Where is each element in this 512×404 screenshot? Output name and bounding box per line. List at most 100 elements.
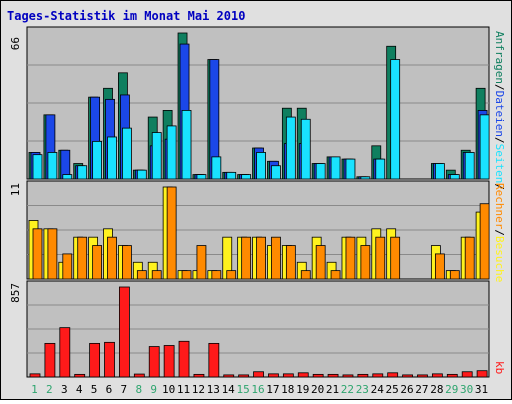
x-tick-label: 28 (430, 383, 443, 396)
x-tick-label: 12 (192, 383, 205, 396)
x-tick-label: 17 (266, 383, 279, 396)
bar-kb (74, 373, 86, 378)
bar-rechner (62, 253, 73, 280)
x-tick-label: 10 (162, 383, 175, 396)
bar-kb (104, 341, 115, 378)
panel-visits (26, 180, 490, 280)
y-max-label-top: 66 (9, 37, 22, 50)
x-tick-label: 24 (371, 383, 385, 396)
bar-rechner (181, 270, 192, 280)
legend-entry: Dateien (493, 91, 506, 137)
x-tick-label: 16 (251, 383, 264, 396)
bar-kb (387, 372, 399, 378)
bar-kb (297, 372, 309, 378)
bar-seiten (226, 171, 237, 180)
x-axis-labels: 1 2 3 4 5 6 7 8 9 10 11 12 13 14 15 16 17 18 19 20 21 22 23 24 2… (31, 383, 488, 396)
bar-kb (178, 340, 190, 378)
bar-kb (133, 373, 145, 378)
x-tick-label: 31 (475, 383, 488, 396)
x-tick-label: 29 (445, 383, 458, 396)
bar-seiten (196, 174, 207, 180)
x-tick-label: 27 (415, 383, 428, 396)
bar-rechner (375, 236, 386, 280)
bar-seiten (449, 174, 460, 180)
x-tick-label: 30 (460, 383, 473, 396)
x-tick-label: 26 (400, 383, 413, 396)
bar-rechner (479, 203, 490, 280)
bar-seiten (47, 152, 58, 180)
legend-kb: kb (493, 361, 506, 374)
bar-rechner (315, 245, 326, 280)
legend-entry: Seiten (493, 144, 506, 184)
bar-seiten (360, 176, 371, 180)
legend-entry: Besuche (493, 236, 506, 282)
x-tick-label: 25 (386, 383, 399, 396)
bar-kb (223, 374, 235, 378)
bar-seiten (32, 154, 43, 180)
bar-seiten (285, 116, 296, 180)
bar-seiten (181, 110, 192, 180)
legend-visits: Rechner/Besuche (493, 183, 506, 282)
x-tick-label: 18 (281, 383, 294, 396)
bar-rechner (226, 270, 237, 280)
x-tick-label: 23 (356, 383, 369, 396)
bar-seiten (390, 59, 401, 180)
bar-seiten (315, 163, 326, 180)
bar-kb (431, 373, 443, 378)
x-tick-label: 5 (91, 383, 98, 396)
legend-entry: / (493, 84, 506, 91)
bar-seiten (77, 165, 88, 180)
bar-rechner (32, 228, 43, 280)
bar-kb (163, 345, 175, 378)
bar-rechner (107, 236, 117, 280)
legend-text: Anfragen/Dateien/Seiten/ (493, 31, 506, 190)
x-tick-label: 6 (106, 383, 113, 396)
bar-rechner (211, 270, 222, 280)
bar-seiten (434, 163, 445, 180)
legend-entry: kb (493, 361, 506, 374)
bar-seiten (62, 174, 73, 180)
bar-kb (193, 373, 205, 378)
panel-requests (26, 26, 490, 180)
x-tick-label: 22 (341, 383, 354, 396)
x-tick-label: 9 (150, 383, 157, 396)
bar-rechner (464, 236, 475, 280)
chart-title: Tages-Statistik im Monat Mai 2010 (7, 9, 245, 23)
x-tick-label: 1 (31, 383, 38, 396)
bar-kb (44, 342, 56, 378)
bar-seiten (256, 152, 266, 180)
bar-rechner (330, 270, 341, 280)
bar-kb (119, 286, 130, 378)
bar-rechner (166, 186, 177, 280)
legend-text: Rechner/Besuche (493, 183, 506, 282)
bar-kb (312, 373, 324, 378)
bar-rechner (271, 236, 281, 280)
x-tick-label: 3 (61, 383, 68, 396)
bar-kb (59, 327, 71, 378)
bar-kb (461, 371, 473, 378)
bar-kb (148, 346, 160, 378)
bar-seiten (464, 152, 475, 180)
bar-rechner (434, 253, 445, 280)
bar-kb (268, 373, 279, 378)
bar-seiten (136, 169, 147, 180)
legend-entry: / (493, 137, 506, 144)
x-tick-label: 14 (222, 383, 236, 396)
x-tick-label: 2 (46, 383, 53, 396)
bar-rechner (47, 228, 58, 280)
bar-rechner (77, 236, 88, 280)
bar-seiten (330, 156, 341, 180)
bar-kb (357, 373, 369, 378)
bar-kb (29, 373, 41, 378)
bar-rechner (241, 236, 252, 280)
bar-kb (238, 374, 250, 378)
bar-seiten (122, 127, 132, 180)
bar-rechner (256, 236, 266, 280)
bar-seiten (92, 140, 103, 180)
x-tick-label: 20 (311, 383, 324, 396)
bar-rechner (345, 236, 356, 280)
bar-rechner (449, 270, 460, 280)
legend-entry: Rechner (493, 183, 506, 230)
bar-kb (89, 342, 101, 378)
bar-seiten (479, 114, 490, 180)
